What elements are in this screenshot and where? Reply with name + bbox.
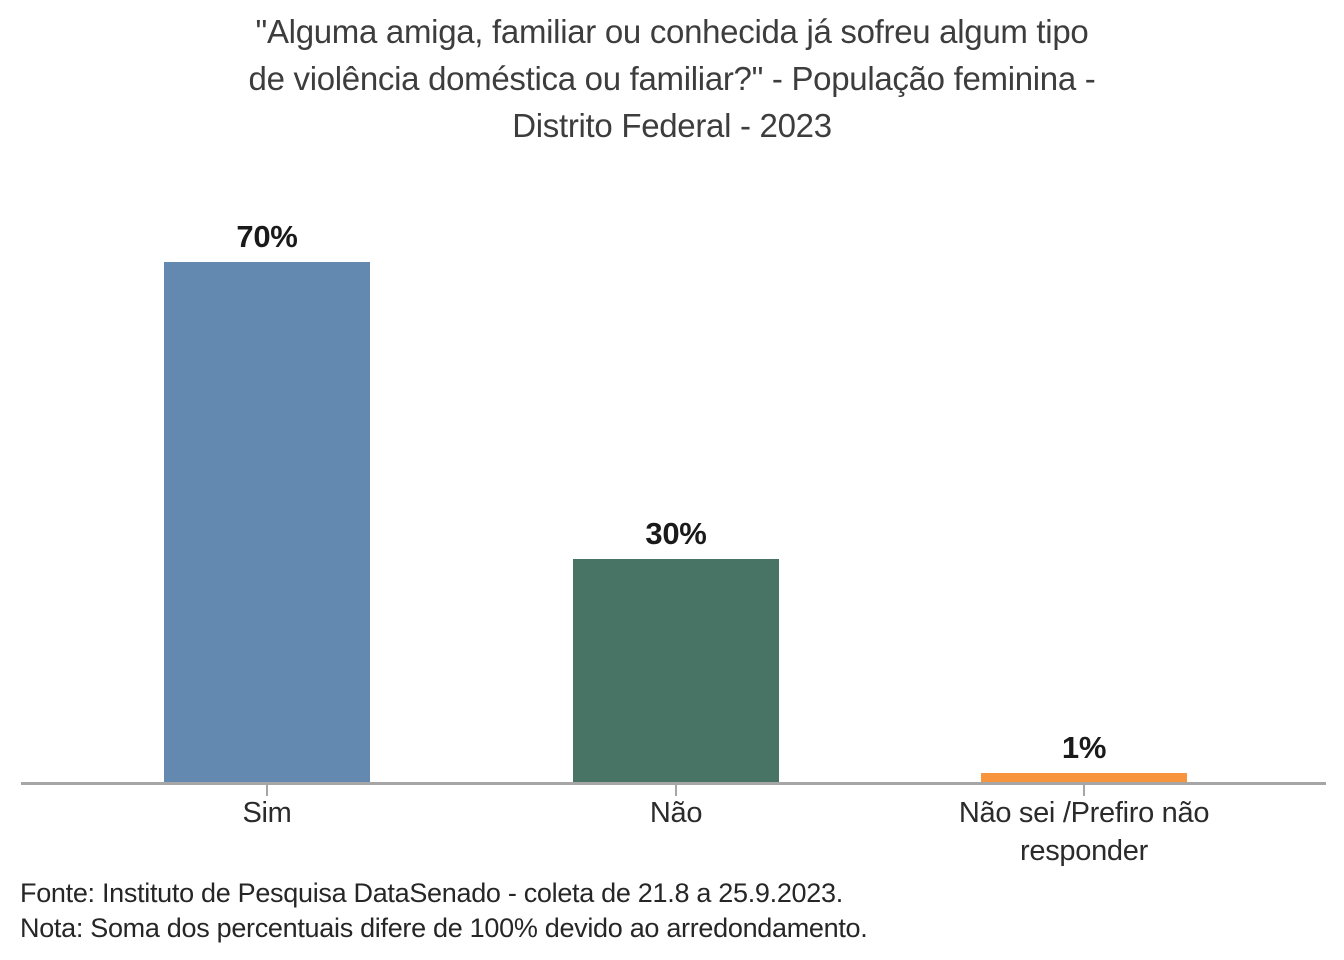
x-axis-tick: [675, 785, 677, 796]
bar: [981, 773, 1187, 782]
bar: [573, 559, 779, 782]
x-axis-line: [21, 782, 1326, 785]
category-label: Não sei /Prefiro não responder: [958, 797, 1210, 867]
bar: [164, 262, 370, 782]
bar-value-label: 70%: [236, 219, 298, 254]
bar-value-label: 1%: [1061, 730, 1107, 765]
x-axis-tick: [266, 785, 268, 796]
category-label: Sim: [242, 797, 292, 829]
source-note: Fonte: Instituto de Pesquisa DataSenado …: [20, 878, 868, 943]
x-axis-tick: [1083, 785, 1085, 796]
chart-title: "Alguma amiga, familiar ou conhecida já …: [248, 13, 1096, 144]
bar-value-label: 30%: [645, 516, 707, 551]
category-label: Não: [649, 797, 703, 829]
